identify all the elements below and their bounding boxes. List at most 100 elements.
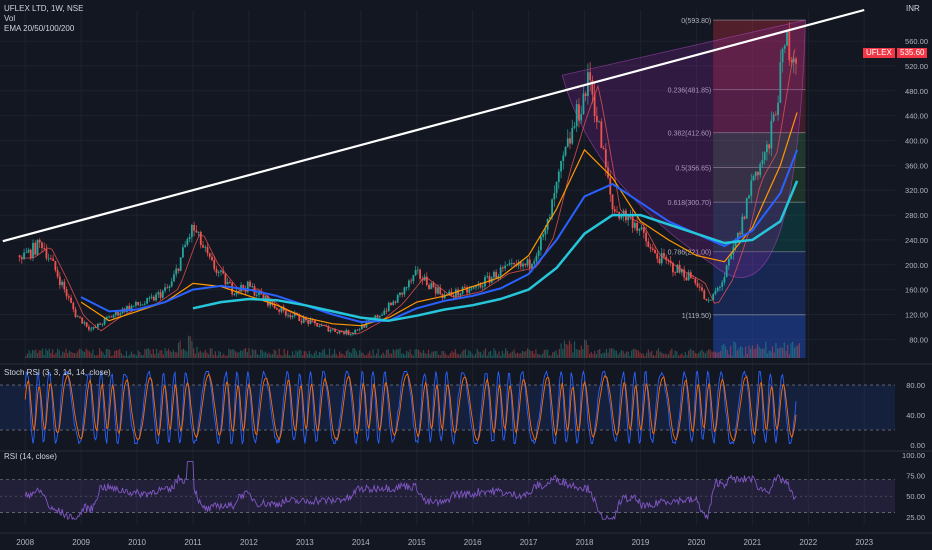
volume-bar xyxy=(642,353,644,358)
volume-bar xyxy=(714,351,717,358)
candle-body xyxy=(316,323,319,327)
candle-body xyxy=(110,316,113,318)
candle-body xyxy=(763,152,766,161)
rsi-pane[interactable] xyxy=(0,461,895,521)
volume-bar xyxy=(382,352,384,358)
volume-bar xyxy=(362,352,364,358)
volume-bar xyxy=(43,355,45,358)
ema-lines[interactable] xyxy=(25,48,799,335)
volume-bar xyxy=(597,349,599,358)
candle-body xyxy=(329,329,332,332)
volume-bar xyxy=(102,352,104,358)
volume-bar xyxy=(776,348,779,358)
volume-bar xyxy=(352,348,354,358)
candle-body xyxy=(475,285,477,288)
candle-body xyxy=(112,315,115,318)
candle-body xyxy=(222,270,225,274)
volume-bar xyxy=(340,353,342,358)
volume-bar xyxy=(204,349,206,358)
volume-bar xyxy=(735,342,737,358)
volume-bar xyxy=(738,348,740,358)
volume-bar xyxy=(473,355,475,358)
volume-bar xyxy=(778,347,780,358)
volume-bar xyxy=(562,349,564,358)
volume-bar xyxy=(251,348,253,358)
candle-body xyxy=(32,242,34,258)
volume-bar xyxy=(486,355,488,358)
volume-bar xyxy=(112,355,114,358)
volume-bar xyxy=(347,349,349,358)
volume-bar xyxy=(493,348,495,358)
volume-bar xyxy=(694,352,696,358)
volume-bar xyxy=(246,352,248,358)
candle-body xyxy=(244,288,247,292)
volume-bar xyxy=(669,350,671,358)
candle-body xyxy=(743,216,746,219)
candle-body xyxy=(777,102,779,115)
volume-bar xyxy=(573,341,576,358)
volume-bar xyxy=(592,354,594,358)
volume-bar xyxy=(464,349,467,358)
volume-bar xyxy=(157,353,159,358)
volume-bar xyxy=(369,350,371,358)
candle-body xyxy=(772,114,775,121)
volume-bar xyxy=(320,352,322,358)
volume-bar xyxy=(221,355,223,358)
volume-bar xyxy=(90,353,92,358)
volume-bar xyxy=(122,355,124,358)
candle-body xyxy=(602,148,605,150)
volume-bar xyxy=(397,349,399,358)
trendline[interactable] xyxy=(2,8,865,243)
candle-body xyxy=(627,216,630,221)
candle-body xyxy=(759,163,762,176)
candle-body xyxy=(510,262,513,264)
volume-bar xyxy=(785,351,787,358)
volume-bar xyxy=(740,346,742,358)
candle-body xyxy=(633,222,636,228)
volume-bar xyxy=(125,350,128,358)
volume-bar xyxy=(451,350,453,358)
candle-body xyxy=(213,260,216,270)
volume-bar xyxy=(268,352,270,358)
volume-bar xyxy=(706,350,708,358)
candle-body xyxy=(184,244,187,248)
candle-body xyxy=(336,331,339,334)
candle-body xyxy=(334,329,336,332)
volume-bar xyxy=(325,354,327,358)
candle-body xyxy=(613,209,616,212)
volume-bar xyxy=(241,350,243,358)
candle-body xyxy=(34,242,37,255)
volume-bar xyxy=(659,351,661,358)
y-tick-label: 80.00 xyxy=(909,335,928,344)
volume-bar xyxy=(248,348,250,358)
volume-bar xyxy=(77,351,79,358)
volume-bar xyxy=(610,348,613,358)
candle-body xyxy=(157,292,160,295)
volume-bar xyxy=(293,354,295,358)
volume-bar xyxy=(602,352,604,358)
volume-bar xyxy=(234,351,237,358)
fib-level-label: 0.236(481.85) xyxy=(668,88,712,95)
stoch-rsi-pane[interactable] xyxy=(0,369,895,446)
fib-zone xyxy=(713,132,806,168)
volume-bar xyxy=(540,354,542,358)
candle-body xyxy=(374,315,377,319)
volume-bar xyxy=(176,352,178,358)
currency-label: INR xyxy=(906,4,920,13)
candle-body xyxy=(416,269,419,271)
fib-level-label: 0.5(356.65) xyxy=(675,165,711,172)
volume-bar xyxy=(590,351,592,358)
candle-body xyxy=(553,193,556,200)
volume-bar xyxy=(711,351,713,358)
volume-bar xyxy=(763,348,765,358)
volume-bar xyxy=(723,343,725,358)
volume-bar xyxy=(384,354,386,358)
volume-bar xyxy=(95,355,97,358)
candle-body xyxy=(217,271,220,273)
volume-bar xyxy=(132,353,134,358)
volume-bar xyxy=(681,353,683,358)
candle-body xyxy=(159,292,162,298)
candle-body xyxy=(531,263,533,269)
volume-bar xyxy=(651,350,653,358)
